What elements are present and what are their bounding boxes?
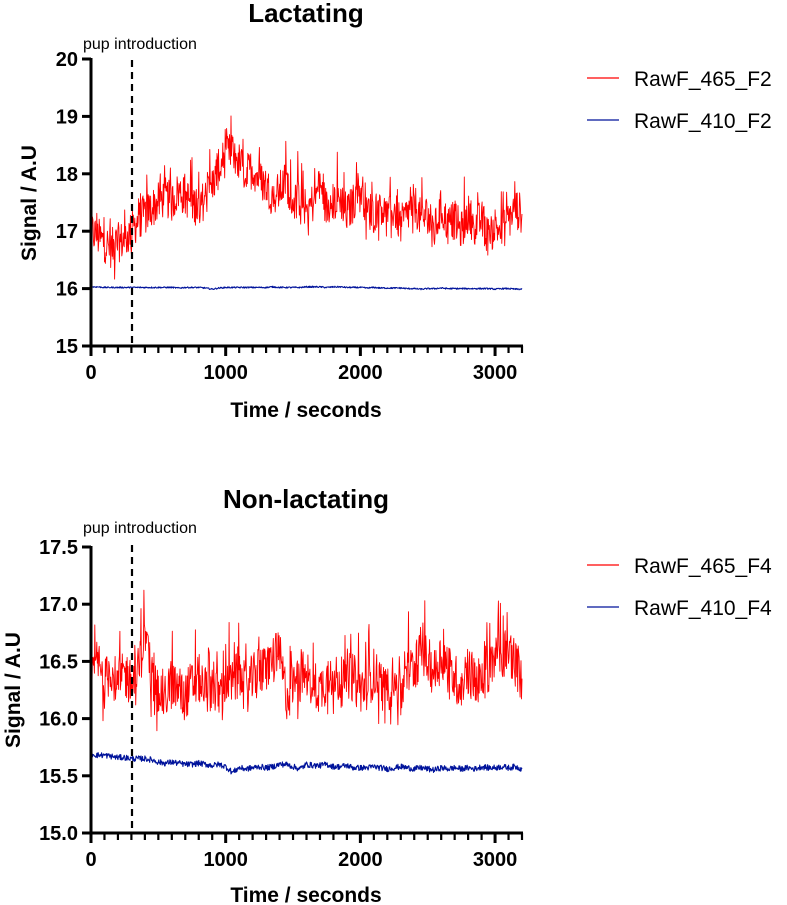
- y-axis: 15.0 15.5 16.0 16.5 17.0 17.5: [39, 537, 93, 845]
- y-tick-label: 16.5: [39, 651, 78, 673]
- y-tick-label: 15.0: [39, 823, 78, 845]
- series-RawF_465_F2: [90, 115, 523, 280]
- y-tick-label: 16.0: [39, 709, 78, 731]
- plot-area: [90, 589, 523, 775]
- series-RawF_410_F2: [90, 285, 523, 291]
- x-tick-label: 2000: [338, 362, 383, 384]
- y-tick-label: 17.0: [39, 594, 78, 616]
- legend-item: RawF_410_F4: [587, 597, 772, 620]
- x-tick-label: 0: [85, 849, 96, 871]
- x-tick-label: 1000: [203, 849, 248, 871]
- x-axis: 0 1000 2000 3000: [85, 831, 524, 871]
- y-tick-label: 18: [56, 164, 78, 186]
- pup-introduction-annotation: pup introduction: [83, 36, 197, 53]
- x-tick-label: 3000: [473, 362, 518, 384]
- x-axis: 0 1000 2000 3000: [85, 344, 524, 384]
- series-RawF_410_F4: [90, 751, 523, 775]
- chart-non-lactating: Non-lactating pup introduction 15.015.51…: [2, 484, 772, 905]
- y-axis-label: Signal / A.U: [2, 632, 25, 748]
- chart-title: Non-lactating: [223, 484, 389, 514]
- y-tick-label: 19: [56, 106, 78, 128]
- x-tick-label: 0: [85, 362, 96, 384]
- legend-label: RawF_465_F4: [634, 555, 772, 578]
- y-tick-label: 15.5: [39, 766, 78, 788]
- y-tick-label: 20: [56, 49, 78, 71]
- x-tick-label: 2000: [338, 849, 383, 871]
- legend-item: RawF_465_F4: [587, 555, 772, 578]
- legend-item: RawF_465_F2: [587, 68, 772, 91]
- chart-title: Lactating: [248, 0, 364, 28]
- legend-label: RawF_465_F2: [634, 68, 772, 91]
- y-axis: 15 16 17 18 19 20: [56, 49, 93, 358]
- legend: RawF_465_F2 RawF_410_F2: [587, 68, 772, 133]
- x-tick-label: 1000: [203, 362, 248, 384]
- y-tick-label: 17.5: [39, 537, 78, 559]
- x-axis-label: Time / seconds: [230, 884, 381, 905]
- pup-introduction-annotation: pup introduction: [83, 520, 197, 537]
- x-axis-label: Time / seconds: [230, 399, 381, 422]
- legend-item: RawF_410_F2: [587, 110, 772, 133]
- series-RawF_465_F4: [90, 589, 523, 732]
- legend-label: RawF_410_F4: [634, 597, 772, 620]
- y-tick-label: 17: [56, 221, 78, 243]
- y-tick-label: 16: [56, 279, 78, 301]
- y-tick-label: 15: [56, 336, 78, 358]
- x-tick-label: 3000: [473, 849, 518, 871]
- legend: RawF_465_F4 RawF_410_F4: [587, 555, 772, 620]
- plot-area: [90, 115, 523, 291]
- legend-label: RawF_410_F2: [634, 110, 772, 133]
- chart-lactating: Lactating pup introduction 151617181920 …: [18, 0, 772, 422]
- y-axis-label: Signal / A.U: [18, 145, 41, 261]
